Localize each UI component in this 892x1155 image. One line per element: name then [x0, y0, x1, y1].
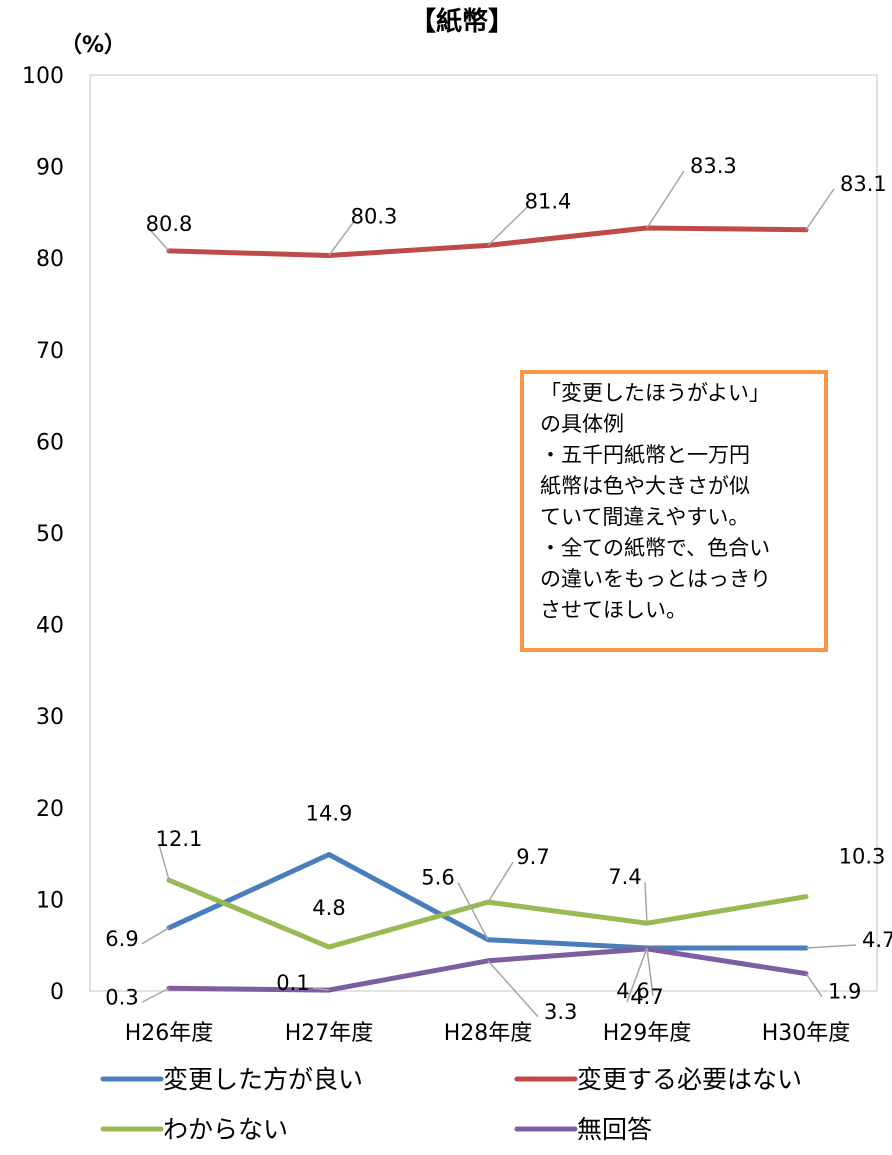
- legend-item-change-better: 変更した方が良い: [100, 1065, 363, 1094]
- data-label-no-need: 83.3: [690, 154, 737, 178]
- legend-label: 変更した方が良い: [163, 1065, 363, 1094]
- data-label-no-answer: 0.1: [276, 971, 309, 995]
- leader-line: [148, 228, 170, 252]
- leader-line: [646, 948, 654, 996]
- leader-line: [487, 861, 514, 903]
- data-label-no-need: 83.1: [840, 172, 887, 196]
- annotation-box: 「変更したほうがよい」の具体例・五千円紙幣と一万円紙幣は色や大きさが似ていて間違…: [520, 370, 828, 652]
- leader-line: [805, 188, 835, 231]
- annotation-line: ・五千円紙幣と一万円: [540, 443, 750, 467]
- leader-line: [646, 170, 685, 229]
- leader-line: [805, 944, 857, 949]
- y-tick-label: 30: [36, 705, 64, 730]
- y-tick-label: 100: [22, 64, 64, 89]
- x-tick-label: H30年度: [762, 1021, 851, 1046]
- y-tick-label: 0: [50, 980, 64, 1005]
- leader-line: [626, 947, 648, 1003]
- annotation-line: ・全ての紙幣で、色合い: [540, 536, 770, 560]
- plot-area-frame: [89, 74, 878, 992]
- x-tick-label: H29年度: [603, 1021, 692, 1046]
- annotation-line: の具体例: [540, 412, 624, 436]
- y-tick-label: 90: [36, 156, 64, 181]
- leader-line: [487, 960, 539, 1018]
- data-label-no-answer: 3.3: [544, 1000, 577, 1024]
- legend-item-no-answer: 無回答: [514, 1115, 652, 1144]
- data-label-dont-know: 4.8: [312, 896, 345, 920]
- annotation-text: 「変更したほうがよい」の具体例・五千円紙幣と一万円紙幣は色や大きさが似ていて間違…: [540, 381, 771, 622]
- y-tick-label: 70: [36, 339, 64, 364]
- x-tick-label: H27年度: [285, 1021, 374, 1046]
- annotation-line: させてほしい。: [540, 598, 687, 622]
- leader-line: [141, 987, 170, 1003]
- leader-line: [328, 221, 355, 256]
- annotation-border: [520, 370, 828, 652]
- legend-label: わからない: [163, 1115, 288, 1144]
- y-axis-tick-labels: 0 10 20 30 40 50 60 70 80 90 100: [22, 64, 64, 1005]
- leader-line: [487, 205, 529, 246]
- leader-line: [805, 973, 823, 998]
- annotation-line: ていて間違えやすい。: [540, 505, 749, 529]
- leader-line: [312, 987, 330, 991]
- series-line-no-need: [166, 225, 809, 258]
- data-label-no-answer: 4.6: [616, 979, 649, 1003]
- leader-line: [457, 882, 489, 941]
- y-tick-label: 60: [36, 430, 64, 455]
- leader-line: [644, 882, 648, 924]
- y-tick-label: 10: [36, 888, 64, 913]
- annotation-line: 紙幣は色や大きさが似: [540, 474, 750, 498]
- legend-label: 無回答: [577, 1115, 652, 1144]
- annotation-line: の違いをもっとはっきり: [540, 567, 771, 591]
- data-label-leader-lines: [141, 170, 857, 1018]
- leader-line: [141, 927, 170, 945]
- data-label-no-need: 80.8: [146, 212, 193, 236]
- data-label-no-answer: 0.3: [105, 985, 138, 1009]
- x-tick-label: H26年度: [125, 1021, 214, 1046]
- x-axis-tick-labels: H26年度 H27年度 H28年度 H29年度 H30年度: [125, 1021, 851, 1046]
- data-label-dont-know: 9.7: [516, 845, 549, 869]
- chart-title: 【紙幣】: [410, 6, 514, 37]
- y-tick-label: 40: [36, 614, 64, 639]
- data-label-change-better: 5.6: [421, 866, 454, 890]
- legend-item-no-need: 変更する必要はない: [514, 1065, 802, 1094]
- legend-label: 変更する必要はない: [577, 1065, 802, 1094]
- data-label-no-need: 81.4: [525, 189, 572, 213]
- x-tick-label: H28年度: [444, 1021, 533, 1046]
- y-tick-label: 20: [36, 797, 64, 822]
- leader-line: [158, 843, 170, 881]
- data-label-dont-know: 12.1: [156, 827, 203, 851]
- data-label-change-better: 4.7: [630, 985, 663, 1009]
- data-label-dont-know: 7.4: [608, 865, 641, 889]
- series-line-no-answer: [166, 946, 809, 993]
- data-label-no-need: 80.3: [351, 204, 398, 228]
- data-label-no-answer: 1.9: [828, 980, 861, 1004]
- data-label-dont-know: 10.3: [839, 845, 886, 869]
- annotation-line: 「変更したほうがよい」: [540, 381, 770, 405]
- data-label-change-better: 4.7: [862, 928, 892, 952]
- data-label-change-better: 6.9: [105, 927, 138, 951]
- legend-item-dont-know: わからない: [100, 1115, 288, 1144]
- data-labels: 6.9 14.9 5.6 4.7 4.7 80.8 80.3 81.4 83.3 83.1 12.1…: [105, 154, 892, 1024]
- y-tick-label: 50: [36, 522, 64, 547]
- y-axis-unit-label: （%）: [60, 33, 126, 58]
- data-label-change-better: 14.9: [306, 802, 353, 826]
- y-tick-label: 80: [36, 247, 64, 272]
